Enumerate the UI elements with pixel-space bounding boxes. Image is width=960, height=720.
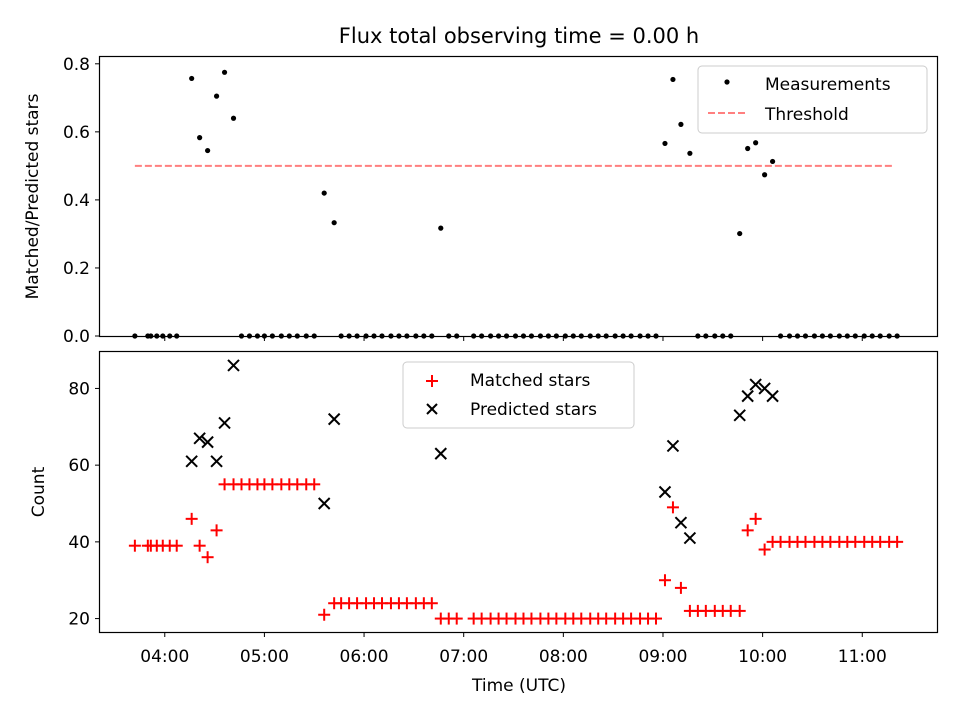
bottom-plot-area [128,359,904,625]
measurement-point [321,190,327,196]
measurement-point [670,76,676,83]
measurement-point [769,158,776,165]
bottom-x-tick-label: 10:00 [738,647,787,667]
predicted-star-point [674,516,688,529]
predicted-star-point [666,439,680,453]
measurement-point [737,230,743,237]
matched-star-point [758,543,771,556]
measurement-point [230,115,237,121]
bottom-y-tick-label: 40 [68,533,90,553]
bottom-legend: Matched stars Predicted stars [402,361,635,429]
top-y-tick-label: 0.4 [63,191,90,211]
measurement-point [213,93,220,99]
bottom-x-tick-label: 11:00 [838,647,887,667]
measurement-point [678,121,684,127]
bottom-y-axis: 20 40 60 80 [68,379,100,630]
matched-star-point [891,535,904,548]
measurement-point [687,150,693,156]
predicted-star-point [201,435,214,449]
legend-measurements-label: Measurements [765,75,891,95]
bottom-x-axis: 04:00 05:00 06:00 07:00 08:00 09:00 10:00 11:00 [140,632,887,667]
top-panel: 0.00.20.40.60.8 Matched/Predicted stars … [23,55,939,347]
measurement-point [189,75,195,82]
matched-star-point [650,612,663,625]
measurement-point [753,140,759,146]
matched-star-point [450,612,463,625]
bottom-x-tick-label: 04:00 [140,647,189,667]
predicted-star-point [227,359,240,372]
predicted-star-point [193,432,206,445]
predicted-star-point [658,485,672,499]
bottom-x-tick-label: 07:00 [439,647,488,667]
legend-predicted-label: Predicted stars [470,400,597,420]
predicted-star-point [434,447,447,460]
legend-matched-marker [426,375,438,387]
measurement-point [197,135,203,141]
measurement-point [221,69,228,75]
predicted-star-point [185,455,198,468]
bottom-y-axis-label: Count [29,466,49,517]
predicted-star-point [210,455,223,468]
predicted-star-point [683,531,697,545]
chart-title: Flux total observing time = 0.00 h [339,24,699,48]
top-y-tick-label: 0.8 [63,55,90,75]
top-x-ticks [164,336,863,341]
bottom-y-tick-label: 80 [68,379,90,399]
predicted-star-point [327,412,341,426]
matched-star-point [210,524,223,537]
predicted-star-point [749,378,762,391]
predicted-star-point [733,409,746,422]
matched-star-point [193,539,206,552]
top-plot-area [132,69,900,339]
matched-star-point [308,478,321,491]
matched-star-point [749,512,762,525]
measurement-point [662,140,668,147]
measurement-point [438,225,444,231]
bottom-y-tick-label: 60 [68,456,90,476]
matched-star-point [170,539,183,552]
top-legend-box [697,65,928,134]
legend-measurements-marker [724,79,730,85]
bottom-panel: 20 40 60 80 04:00 05:00 06:00 07:00 08:00 09:00 1… [29,350,939,696]
top-y-axis: 0.0 0.2 0.4 0.6 0.8 [63,55,100,347]
matched-star-point [666,501,679,514]
predicted-star-point [741,389,754,403]
matched-star-point [741,524,754,537]
top-y-tick-label: 0.6 [63,123,90,143]
matched-star-point [185,512,198,525]
matched-star-point [658,574,671,587]
matched-star-point [733,604,746,617]
measurement-point [205,147,211,154]
matched-star-point [128,539,141,552]
predicted-star-point [766,389,779,403]
predicted-star-point [218,416,231,430]
top-y-tick-label: 0.2 [63,259,90,279]
matched-star-point [201,551,214,564]
legend-matched-label: Matched stars [470,371,590,391]
bottom-legend-box [402,361,635,429]
measurement-point [745,145,751,152]
top-y-axis-label: Matched/Predicted stars [23,93,43,299]
bottom-x-tick-label: 05:00 [240,647,289,667]
matched-star-point [674,581,687,594]
bottom-y-tick-label: 20 [68,610,90,630]
legend-predicted-marker [426,403,438,415]
matched-star-point [425,597,438,610]
x-axis-label: Time (UTC) [471,676,566,696]
bottom-x-tick-label: 06:00 [340,647,389,667]
top-y-tick-label: 0.0 [63,327,90,347]
matched-star-point [318,608,331,621]
bottom-x-tick-label: 08:00 [539,647,588,667]
bottom-axes-frame [98,350,939,634]
top-axes-frame [98,55,939,338]
legend-threshold-label: Threshold [764,105,849,125]
bottom-x-tick-label: 09:00 [638,647,687,667]
predicted-star-point [317,497,331,510]
top-legend: Measurements Threshold [697,65,928,134]
measurement-point [331,220,337,226]
measurement-point [762,172,768,178]
